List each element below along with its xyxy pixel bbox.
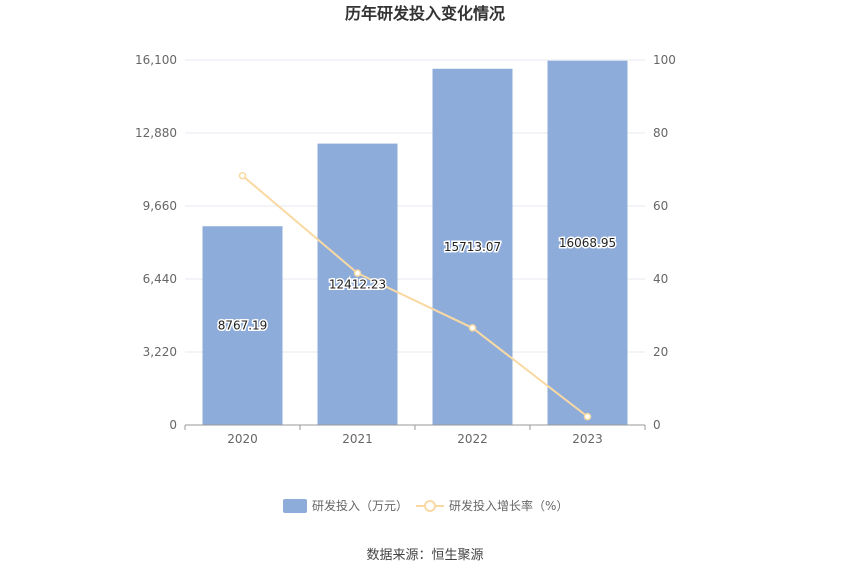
y-left-tick-label: 3,220 [143, 345, 177, 359]
bar-data-label: 15713.07 [444, 240, 501, 254]
y-left-tick-label: 12,880 [135, 126, 177, 140]
y-left-tick-label: 9,660 [143, 199, 177, 213]
growth-line [241, 174, 589, 418]
bar [432, 68, 513, 425]
growth-point [583, 412, 592, 421]
bar-data-label: 16068.95 [559, 236, 616, 250]
line-series [238, 171, 592, 421]
growth-point [468, 324, 477, 332]
y-right-tick-label: 60 [653, 199, 668, 213]
y-right-tick-label: 100 [653, 53, 676, 67]
x-tick-label: 2022 [457, 432, 488, 446]
legend: 研发投入（万元） 研发投入增长率（%） [283, 498, 568, 513]
y-right-tick-label: 0 [653, 418, 661, 432]
legend-line-label: 研发投入增长率（%） [449, 498, 568, 513]
bar [547, 60, 628, 426]
y-right-tick-label: 80 [653, 126, 668, 140]
y-right-tick-label: 20 [653, 345, 668, 359]
bar-data-label: 12412.23 [329, 277, 386, 291]
y-left-tick-label: 6,440 [143, 272, 177, 286]
bar [317, 143, 398, 425]
legend-bar-label: 研发投入（万元） [312, 498, 408, 513]
left-axis-ticks: 0 3,220 6,440 9,660 12,880 16,100 [135, 53, 177, 432]
x-tick-label: 2021 [342, 432, 373, 446]
chart-title: 历年研发投入变化情况 [345, 4, 505, 23]
bar [202, 226, 283, 425]
legend-line-marker [424, 500, 436, 512]
x-axis: 2020 2021 2022 2023 [184, 424, 646, 446]
growth-point [238, 171, 247, 180]
y-left-tick-label: 0 [169, 418, 177, 432]
legend-bar-swatch [283, 499, 307, 513]
data-source: 数据来源：恒生聚源 [366, 548, 483, 563]
y-right-tick-label: 40 [653, 272, 668, 286]
bar-data-labels: 8767.19 12412.23 15713.07 16068.95 [216, 234, 617, 334]
y-left-tick-label: 16,100 [135, 53, 177, 67]
growth-point [353, 269, 362, 277]
bar-data-label: 8767.19 [218, 319, 268, 333]
bar-series [202, 60, 628, 426]
x-tick-label: 2020 [227, 432, 258, 446]
right-axis-ticks: 0 20 40 60 80 100 [653, 53, 676, 432]
x-tick-label: 2023 [572, 432, 603, 446]
